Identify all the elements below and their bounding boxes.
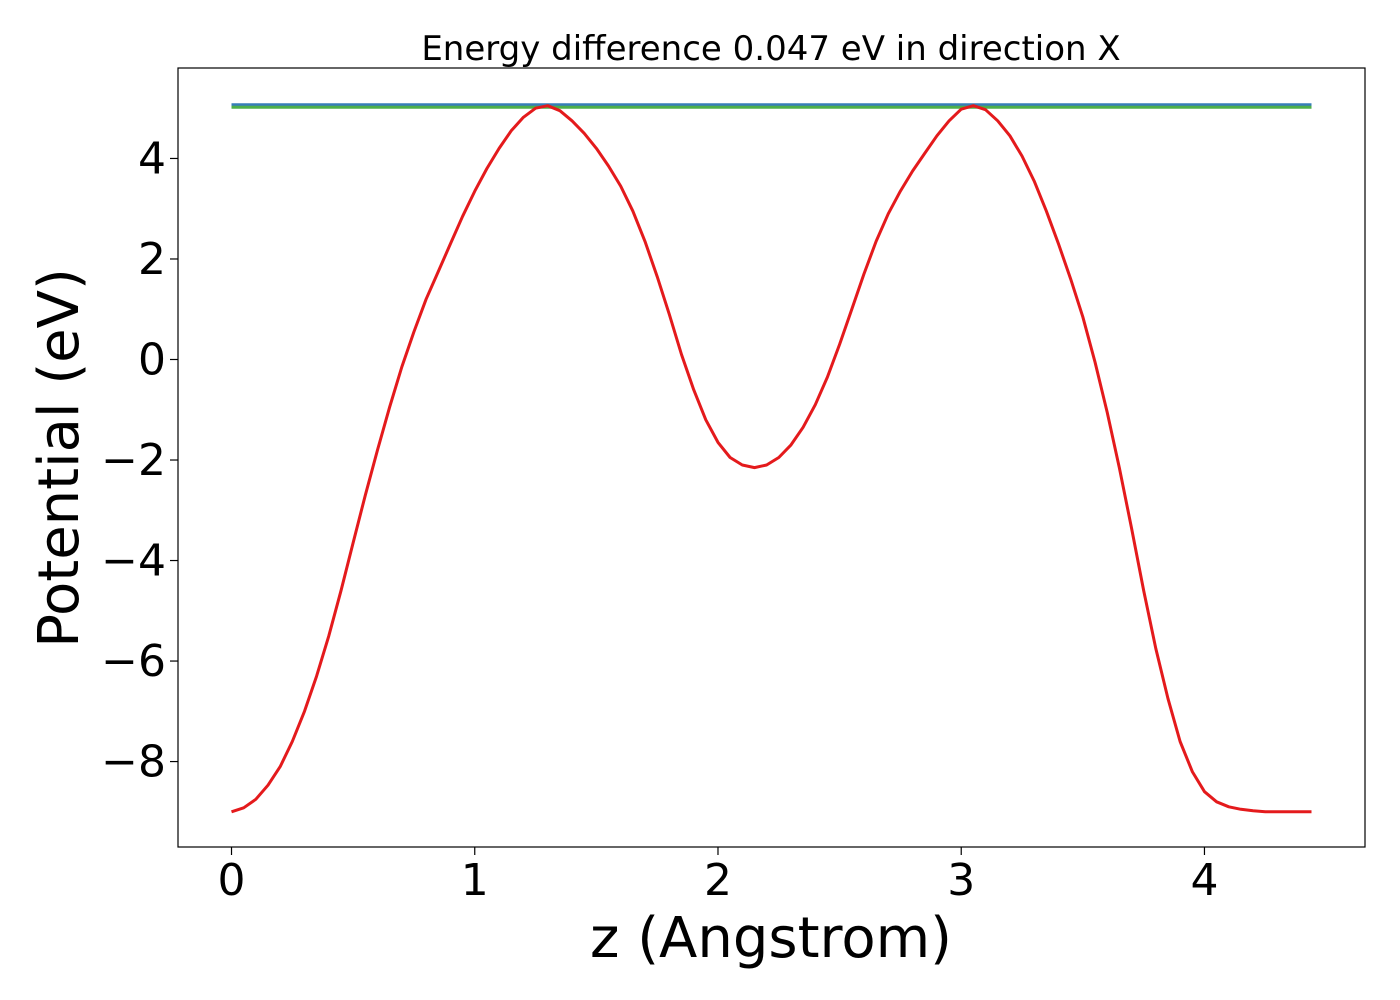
y-tick-label: 0 [138, 334, 166, 385]
x-tick-label: 3 [947, 855, 975, 906]
x-tick-label: 4 [1190, 855, 1218, 906]
y-tick-label: 4 [138, 133, 166, 184]
y-tick-label: −2 [101, 435, 166, 486]
y-axis: −8 −6 −4 −2 0 2 4 [101, 133, 178, 788]
y-tick-label: 2 [138, 234, 166, 285]
series-layer [231, 103, 1312, 814]
y-tick-label: −6 [101, 636, 166, 687]
y-tick-label: −8 [101, 737, 166, 788]
y-axis-title: Potential (eV) [27, 268, 92, 648]
series-line-0 [231, 104, 1312, 814]
x-tick-label: 0 [218, 855, 246, 906]
y-tick-label: −4 [101, 536, 166, 587]
x-axis: 0 1 2 3 4 [218, 847, 1218, 906]
x-tick-label: 1 [461, 855, 489, 906]
x-tick-label: 2 [704, 855, 732, 906]
chart-title: Energy difference 0.047 eV in direction … [421, 29, 1120, 69]
x-axis-title: z (Angstrom) [590, 906, 952, 971]
plot-frame [177, 67, 1366, 848]
